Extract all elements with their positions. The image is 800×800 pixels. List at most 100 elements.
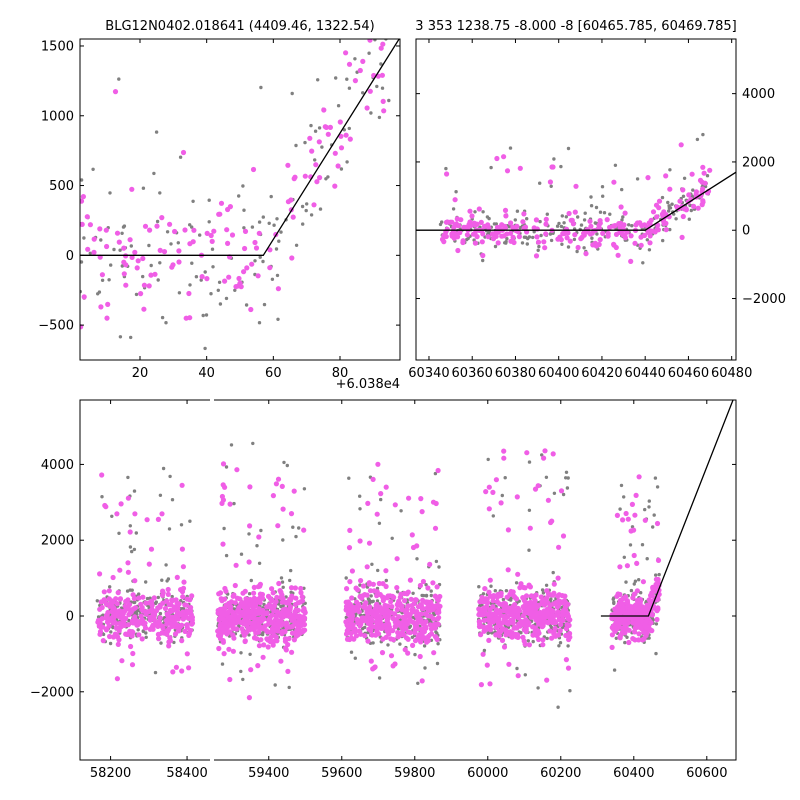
panel3-season5-point-gray [633, 579, 638, 583]
panel3-season4-point-pink [495, 621, 502, 627]
panel3-season3-point-pink [365, 638, 371, 644]
panel3-season1-point-pink [101, 597, 107, 603]
panel3-season5-point-pink [654, 520, 661, 527]
panel1-model-group [80, 39, 400, 256]
panel3-season3-point-pink [392, 502, 398, 508]
panel3-season2-point-pink [227, 614, 234, 620]
panel3-season1-point-gray [95, 599, 100, 603]
panel1-point-gray [367, 51, 371, 55]
panel3-season4-point-pink [490, 595, 496, 601]
panel3-season2-point-pink [234, 626, 240, 632]
panel3-season3-point-pink [370, 581, 376, 587]
panel3-season2-point-pink [251, 584, 257, 591]
panel3-season2-point-pink [217, 606, 223, 612]
panel2-point-gray [444, 166, 448, 171]
panel3-season1-point-pink [181, 579, 187, 585]
panel3-season1-point-pink [140, 594, 146, 600]
panel3-season3-point-pink [406, 495, 412, 501]
panel3-season2-point-pink [220, 461, 227, 467]
panel3-season1-point-pink [129, 629, 135, 635]
panel2-point-gray [668, 168, 672, 172]
panel2-point-pink [611, 242, 617, 248]
panel1-point-pink [81, 294, 87, 300]
panel3-frame-left [79, 399, 210, 761]
panel3-season3-point-pink [364, 592, 370, 598]
panel2-title: 3 353 1238.75 -8.000 -8 [60465.785, 6046… [415, 19, 736, 34]
panel1-point-pink [222, 278, 228, 284]
panel1-point-pink [275, 286, 281, 292]
panel1-offset-text: +6.038e4 [336, 377, 400, 392]
panel1-point-pink [84, 214, 90, 220]
panel3-season3-point-pink [369, 632, 375, 638]
panel1-point-pink [112, 89, 119, 95]
panel3-season2-point-gray [229, 443, 234, 447]
panel3-season2-point-gray [249, 578, 253, 583]
panel3-season2-point-pink [267, 596, 274, 602]
panel2-point-pink [597, 237, 603, 243]
panel3-season2-point-pink [220, 541, 226, 547]
panel3-season3-point-pink [399, 629, 406, 635]
panel2-point-gray [583, 211, 587, 215]
panel1-point-gray [118, 248, 122, 252]
panel3-season1-point-gray [156, 595, 160, 600]
panel1-point-gray [261, 215, 265, 219]
panel3-season1-point-gray [110, 514, 114, 518]
panel3-season2-point-pink [287, 606, 293, 612]
panel2-point-pink [486, 225, 492, 231]
panel2-point-pink [655, 227, 662, 233]
panel3-season3-point-pink [367, 610, 373, 616]
panel1-point-gray [129, 335, 133, 340]
panel3-season1-point-gray [108, 585, 112, 589]
panel2-point-pink [615, 252, 621, 258]
panel3-season3-point-pink [409, 532, 415, 538]
panel3-season3-point-gray [370, 562, 374, 566]
panel3-season4-point-gray [491, 514, 495, 518]
panel3-season2-point-pink [273, 481, 279, 487]
panel3-season3-point-pink [418, 496, 424, 502]
panel3-season3-point-pink [388, 653, 395, 659]
panel3-season4-point-pink [555, 613, 561, 619]
panel2-point-pink [607, 224, 613, 230]
panel1-point-pink [316, 139, 322, 145]
panel3-season1-point-pink [125, 495, 131, 501]
panel3-season4-point-pink [478, 607, 484, 613]
panel1-point-pink [343, 50, 349, 56]
panel1-point-gray [309, 123, 313, 128]
panel1-point-pink [242, 245, 248, 252]
panel3-season5-point-gray [654, 622, 659, 626]
panel1-point-pink [360, 58, 366, 64]
panel3-season1-point-gray [126, 475, 130, 480]
panel2-point-pink [474, 234, 480, 240]
panel3-season4-point-pink [520, 634, 526, 641]
panel2-point-pink [701, 170, 707, 176]
panel3-season4-point-gray [515, 666, 519, 671]
panel1-point-pink [191, 227, 197, 233]
panel1-point-gray [177, 291, 182, 295]
panel3-season2-point-pink [288, 585, 295, 591]
panel3-season2-point-pink [275, 523, 281, 529]
panel3-season4-point-gray [556, 705, 560, 709]
panel2-point-gray [689, 208, 693, 213]
panel3-season3-point-pink [392, 624, 398, 630]
panel3-season1-point-pink [148, 546, 155, 552]
panel3-season1-point-pink [173, 613, 179, 619]
panel2-point-gray [660, 195, 665, 200]
panel3-season1-point-pink [129, 618, 135, 624]
panel3-ytick-label: 0 [66, 610, 74, 625]
panel2-point-gray [647, 248, 652, 252]
panel1-point-pink [87, 222, 93, 228]
panel3-season1-point-pink [142, 609, 148, 615]
panel3-season2-point-pink [271, 638, 277, 645]
panel3-season3-point-pink [362, 617, 368, 623]
panel1-point-gray [156, 278, 160, 282]
panel3-season1-point-pink [172, 624, 179, 630]
panel3-xtick-label: 60200 [540, 766, 581, 781]
panel2-point-gray [481, 258, 485, 263]
panel1-point-gray [262, 302, 267, 307]
panel3-season3-point-gray [395, 590, 400, 594]
panel3-season1-point-pink [121, 620, 127, 626]
panel3-season4-point-pink [481, 617, 487, 624]
panel3-season3-point-pink [368, 658, 374, 664]
panel1-point-pink [383, 5, 388, 10]
panel2-point-gray [525, 217, 529, 221]
